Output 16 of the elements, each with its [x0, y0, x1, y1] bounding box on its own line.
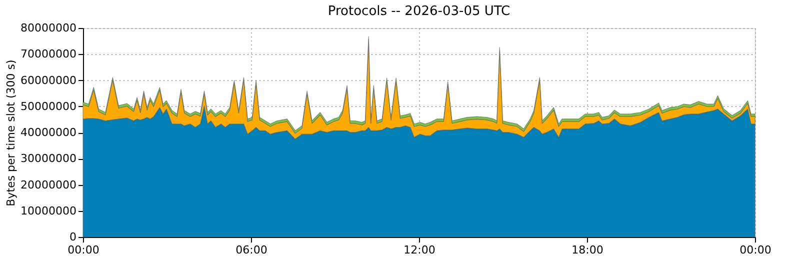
y-tick-label: 30000000 [20, 152, 76, 166]
y-tick-label: 80000000 [20, 22, 76, 34]
y-tick-label: 40000000 [20, 126, 76, 139]
x-tick-label: 18:00 [572, 244, 604, 256]
x-tick-label: 00:00 [740, 244, 772, 256]
y-tick-label: 0 [70, 230, 76, 244]
y-tick-label: 10000000 [20, 204, 76, 218]
chart-title: Protocols -- 2026-03-05 UTC [328, 4, 510, 19]
x-tick-label: 12:00 [404, 244, 436, 256]
y-tick-label: 50000000 [20, 100, 76, 113]
x-tick-label: 00:00 [68, 244, 100, 256]
y-tick-label: 60000000 [20, 74, 76, 87]
y-axis-title: Bytes per time slot (300 s) [4, 60, 18, 206]
y-tick-label: 20000000 [20, 178, 76, 192]
y-tick-label: 70000000 [20, 48, 76, 61]
x-tick-label: 06:00 [236, 244, 268, 256]
